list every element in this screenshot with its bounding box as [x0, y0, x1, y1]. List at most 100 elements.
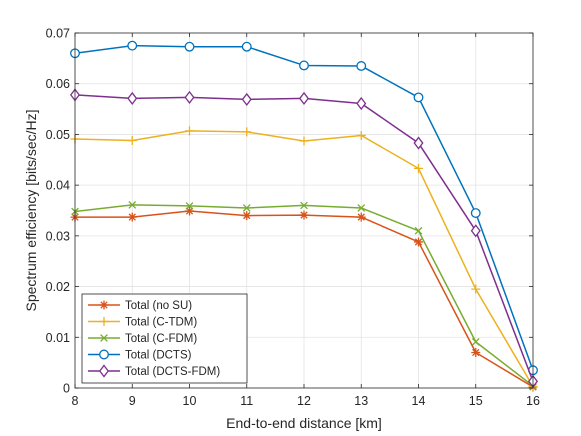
y-axis-label: Spectrum efficiency [bits/sec/Hz]: [23, 109, 39, 311]
marker-plus: [99, 317, 109, 326]
marker-plus: [471, 284, 481, 294]
x-marker: [128, 201, 137, 209]
asterisk-marker: [414, 237, 423, 247]
marker-asterisk: [127, 212, 137, 222]
diamond-marker: [241, 92, 252, 107]
series-5: [69, 88, 539, 388]
y-tick-label: 0.04: [46, 179, 70, 193]
y-tick-label: 0.06: [46, 77, 70, 91]
asterisk-marker: [242, 211, 252, 221]
x-tick-label: 8: [72, 394, 79, 408]
marker-plus: [356, 130, 366, 140]
plus-marker: [356, 130, 366, 140]
marker-circle: [356, 61, 367, 71]
plus-marker: [127, 136, 137, 146]
legend-item: Total (DCTS-FDM): [88, 364, 220, 378]
marker-diamond: [413, 136, 424, 150]
marker-asterisk: [99, 300, 109, 310]
x-tick-label: 12: [297, 394, 311, 408]
plus-marker: [414, 163, 423, 173]
circle-marker: [99, 349, 109, 360]
marker-asterisk: [471, 348, 481, 357]
marker-asterisk: [356, 212, 366, 222]
series-layer: [69, 40, 539, 392]
marker-x: [185, 202, 194, 210]
marker-circle: [470, 208, 481, 218]
plus-marker: [242, 127, 252, 137]
x-marker: [300, 201, 308, 210]
marker-plus: [127, 136, 137, 146]
legend: Total (no SU) Total (C-TDM) Total (C-FDM) T…: [81, 293, 248, 384]
asterisk-marker: [99, 300, 109, 310]
legend-label: Total (DCTS-FDM): [125, 366, 220, 378]
marker-circle: [127, 40, 138, 51]
ticks: 8 9 10 11 12 13 14 15 16 0 0.01 0.02 0.03 0.04 0.05 0.0…: [46, 27, 540, 409]
x-axis-label: End-to-end distance [km]: [226, 415, 382, 431]
y-tick-label: 0.07: [46, 27, 70, 41]
asterisk-marker: [127, 212, 137, 222]
marker-x: [357, 204, 366, 212]
y-tick-label: 0.03: [46, 229, 70, 243]
legend-item: Total (DCTS): [88, 350, 192, 362]
y-tick-label: 0.01: [46, 331, 70, 345]
marker-diamond: [298, 91, 310, 105]
circle-marker: [413, 92, 424, 103]
circle-marker: [241, 41, 252, 52]
legend-label: Total (C-FDM): [125, 333, 197, 345]
marker-diamond: [241, 92, 252, 107]
diamond-marker: [470, 224, 481, 238]
diamond-marker: [184, 90, 195, 104]
marker-asterisk: [242, 211, 252, 221]
diamond-marker: [127, 91, 138, 105]
circle-marker: [299, 60, 309, 71]
x-tick-label: 10: [183, 394, 197, 408]
x-tick-label: 9: [129, 394, 136, 408]
marker-circle: [99, 349, 109, 360]
marker-x: [471, 337, 480, 346]
marker-circle: [413, 92, 424, 103]
plus-marker: [185, 126, 194, 136]
circle-marker: [356, 61, 367, 71]
marker-x: [414, 226, 423, 235]
x-marker: [100, 334, 108, 342]
circle-marker: [127, 40, 138, 51]
y-tick-label: 0: [63, 382, 70, 396]
diamond-marker: [298, 91, 310, 105]
marker-diamond: [470, 224, 481, 238]
plus-marker: [99, 317, 109, 326]
marker-plus: [299, 136, 309, 146]
x-marker: [242, 204, 251, 212]
marker-x: [100, 334, 108, 342]
asterisk-marker: [471, 348, 481, 357]
marker-asterisk: [299, 210, 309, 220]
marker-circle: [184, 41, 195, 52]
diamond-marker: [413, 136, 424, 150]
legend-item: Total (C-TDM): [88, 317, 197, 329]
x-tick-label: 16: [526, 394, 540, 408]
x-marker: [414, 226, 423, 235]
marker-diamond: [127, 91, 138, 105]
marker-asterisk: [185, 206, 194, 216]
circle-marker: [470, 208, 481, 218]
marker-diamond: [356, 96, 367, 111]
marker-circle: [241, 41, 252, 52]
marker-diamond: [184, 90, 195, 104]
y-tick-label: 0.05: [46, 128, 70, 142]
x-marker: [471, 337, 480, 346]
marker-x: [128, 201, 137, 209]
y-tick-label: 0.02: [46, 280, 70, 294]
legend-label: Total (DCTS): [125, 350, 192, 362]
legend-label: Total (no SU): [125, 300, 192, 312]
marker-plus: [185, 126, 194, 136]
x-marker: [357, 204, 366, 212]
marker-asterisk: [414, 237, 423, 247]
asterisk-marker: [185, 206, 194, 216]
legend-item: Total (C-FDM): [88, 333, 197, 345]
marker-plus: [414, 163, 423, 173]
plus-marker: [471, 284, 481, 294]
legend-box: [81, 293, 248, 384]
x-tick-label: 13: [354, 394, 368, 408]
marker-x: [300, 201, 308, 210]
marker-plus: [242, 127, 252, 137]
